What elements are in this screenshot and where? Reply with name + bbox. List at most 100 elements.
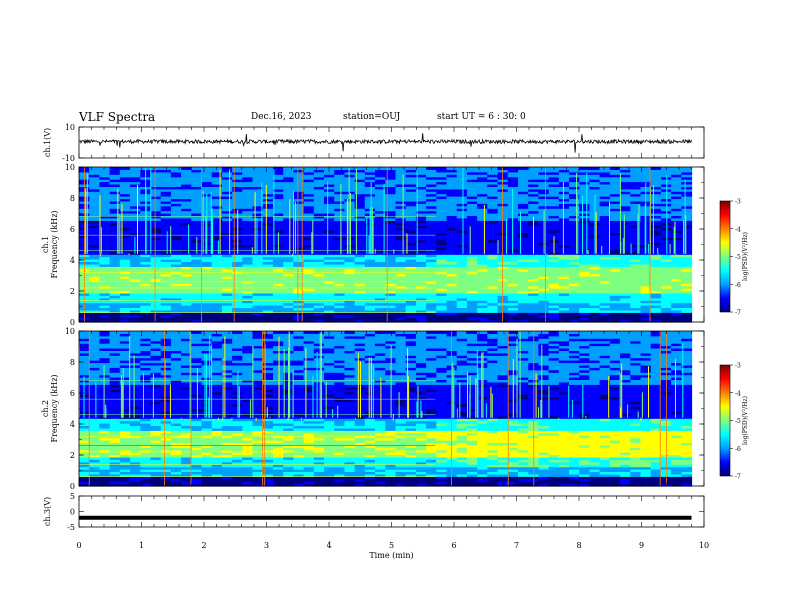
spectrogram-cell xyxy=(518,222,529,226)
spectrogram-cell xyxy=(426,312,437,316)
spectrogram-cell xyxy=(589,171,601,175)
spectrogram-cell xyxy=(262,186,274,190)
spectrogram-cell xyxy=(181,319,192,323)
spectrogram-cell xyxy=(620,297,631,301)
spectrogram-cell xyxy=(211,305,223,308)
spectrogram-cell xyxy=(630,276,642,279)
spectrogram-cell xyxy=(119,292,131,296)
spectrogram-cell xyxy=(344,464,356,468)
spectrogram-cell xyxy=(446,244,458,248)
spectrogram-cell xyxy=(252,225,264,229)
spectrogram-cell xyxy=(324,210,335,214)
spectrogram-cell xyxy=(528,297,539,301)
spectrogram-cell xyxy=(221,317,233,321)
spectrogram-cell xyxy=(181,464,192,468)
spectrogram-cell xyxy=(620,314,631,318)
spectrogram-cell xyxy=(579,302,590,306)
spectrogram-cell xyxy=(252,217,264,221)
spectrogram-cell xyxy=(385,171,397,175)
spectrogram-cell xyxy=(303,205,315,209)
spectrogram-cell xyxy=(273,193,284,197)
spectrogram-cell xyxy=(293,295,305,299)
spectrogram-cell xyxy=(650,466,662,470)
spectrogram-cell xyxy=(558,174,570,178)
spectrogram-cell xyxy=(538,273,550,277)
spectrogram-cell xyxy=(170,471,182,475)
spectrogram-cell xyxy=(170,174,182,178)
spectrogram-cell xyxy=(436,181,448,185)
spectrogram-cell xyxy=(426,232,437,236)
spectrogram-cell xyxy=(89,273,100,277)
spectrogram-cell xyxy=(477,314,488,318)
spectrogram-cell xyxy=(589,456,601,460)
spectrogram-cell xyxy=(313,242,325,246)
spectrogram-cell xyxy=(262,198,274,202)
spectrogram-cell xyxy=(140,473,152,477)
spectrogram-cell xyxy=(140,288,152,292)
spectrogram-cell xyxy=(252,283,264,287)
spectrogram-cell xyxy=(273,459,284,463)
spectrogram-cell xyxy=(170,452,182,456)
spectrogram-cell xyxy=(538,456,550,460)
spectrogram-cell xyxy=(150,203,162,207)
spectrogram-cell xyxy=(170,261,182,265)
spectrogram-cell xyxy=(456,203,468,207)
spectrogram-cell xyxy=(109,193,121,197)
spectrogram-cell xyxy=(589,466,601,470)
spectrogram-cell xyxy=(375,305,386,308)
spectrogram-cell xyxy=(446,186,458,190)
spectrogram-cell xyxy=(405,169,417,173)
spectrogram-cell xyxy=(548,215,560,219)
spectrogram-cell xyxy=(477,466,488,470)
spectrogram-cell xyxy=(242,167,254,170)
spectrogram-cell xyxy=(395,242,407,246)
spectrogram-cell xyxy=(283,295,294,299)
spectrogram-cell xyxy=(589,473,601,477)
spectrogram-cell xyxy=(589,259,601,262)
spectrogram-cell xyxy=(528,295,539,299)
spectrogram-cell xyxy=(477,217,488,221)
spectrogram-cell xyxy=(242,300,254,304)
spectrogram-cell xyxy=(650,473,662,477)
spectrogram-cell xyxy=(232,200,243,204)
spectrogram-cell xyxy=(456,473,468,477)
spectrogram-cell xyxy=(99,225,111,229)
spectrogram-cell xyxy=(497,481,509,485)
spectrogram-cell xyxy=(589,452,601,456)
spectrogram-cell xyxy=(477,174,488,178)
spectrogram-cell xyxy=(569,309,580,313)
spectrogram-cell xyxy=(538,271,550,275)
spectrogram-cell xyxy=(211,193,223,197)
spectrogram-cell xyxy=(242,278,254,282)
spectrogram-cell xyxy=(671,196,682,200)
spectrogram-cell xyxy=(518,449,529,453)
spectrogram-cell xyxy=(415,251,427,255)
spectrogram-cell xyxy=(466,273,478,277)
spectrogram-cell xyxy=(671,251,682,255)
spectrogram-cell xyxy=(221,297,233,301)
spectrogram-cell xyxy=(201,464,213,468)
spectrogram-cell xyxy=(160,246,172,250)
spectrogram-cell xyxy=(119,290,131,294)
spectrogram-cell xyxy=(507,319,519,323)
spectrogram-cell xyxy=(436,179,448,183)
spectrogram-cell xyxy=(589,184,601,187)
spectrogram-cell xyxy=(344,259,356,262)
spectrogram-cell xyxy=(211,447,223,451)
spectrogram-cell xyxy=(507,483,519,487)
spectrogram-cell xyxy=(650,305,662,308)
spectrogram-cell xyxy=(364,459,376,463)
spectrogram-cell xyxy=(671,469,682,472)
spectrogram-cell xyxy=(650,292,662,296)
spectrogram-cell xyxy=(170,181,182,185)
spectrogram-cell xyxy=(609,276,621,279)
spectrogram-cell xyxy=(252,261,264,265)
spectrogram-cell xyxy=(558,217,570,221)
spectrogram-cell xyxy=(170,307,182,311)
spectrogram-cell xyxy=(221,314,233,318)
spectrogram-cell xyxy=(293,483,305,487)
spectrogram-cell xyxy=(191,179,203,183)
spectrogram-cell xyxy=(79,454,90,458)
spectrogram-cell xyxy=(181,234,192,238)
spectrogram-cell xyxy=(89,452,100,456)
